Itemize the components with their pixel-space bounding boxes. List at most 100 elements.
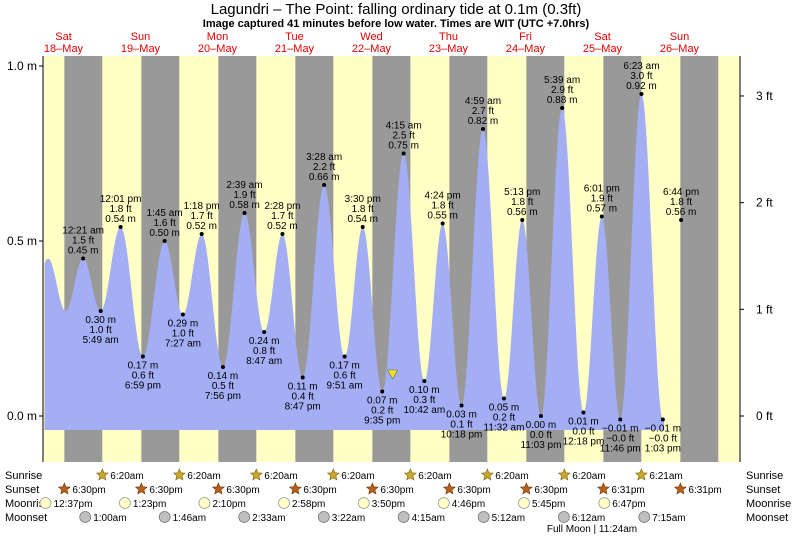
extreme-dot — [459, 403, 464, 408]
right-tick-label: 3 ft — [756, 89, 773, 103]
high-m-label: 0.56 m — [666, 207, 697, 218]
high-ft-label: 1.8 ft — [431, 201, 453, 212]
moonrise-icon — [437, 497, 450, 509]
chart-subtitle: Image captured 41 minutes before low wat… — [203, 18, 590, 30]
low-ft-label: 1.0 ft — [90, 325, 112, 336]
high-ft-label: 1.6 ft — [153, 218, 175, 229]
high-ft-label: 1.5 ft — [72, 236, 94, 247]
low-time-label: 8:47 pm — [285, 402, 321, 413]
extreme-dot — [480, 127, 485, 131]
day-date: 25–May — [583, 43, 623, 55]
low-ft-label: 0.3 ft — [413, 395, 435, 406]
moonrise-time: 6:47pm — [612, 499, 645, 510]
low-m-label: 0.24 m — [249, 336, 280, 347]
high-time-label: 12:21 am — [62, 226, 104, 237]
chart-title: Lagundri – The Point: falling ordinary t… — [211, 1, 582, 18]
high-time-label: 3:30 pm — [345, 194, 381, 205]
low-m-label: −0.01 m — [645, 424, 681, 435]
sunrise-time: 6:21am — [649, 471, 682, 482]
low-time-label: 5:49 am — [83, 335, 119, 346]
day-name: Sun — [131, 31, 151, 43]
low-time-label: 7:27 am — [165, 339, 201, 350]
moonrise-time: 1:23pm — [133, 499, 166, 510]
extreme-dot — [401, 151, 406, 156]
low-time-label: 7:56 pm — [205, 391, 241, 402]
sunset-icon — [57, 482, 71, 495]
low-m-label: 0.00 m — [526, 420, 557, 431]
high-ft-label: 3.0 ft — [630, 71, 652, 82]
sunset-time: 6:30pm — [303, 485, 336, 496]
high-ft-label: 2.2 ft — [313, 162, 335, 173]
extreme-dot — [679, 218, 684, 222]
day-name: Sun — [670, 31, 690, 43]
moonset-icon — [477, 511, 490, 523]
high-time-label: 4:59 am — [465, 96, 501, 107]
day-date: 18–May — [44, 43, 84, 55]
extreme-dot — [118, 225, 123, 229]
low-ft-label: 0.5 ft — [212, 381, 234, 392]
moonrise-icon — [598, 497, 611, 509]
moonrise-icon — [39, 497, 52, 509]
extreme-dot — [440, 221, 445, 226]
extreme-dot — [360, 225, 365, 229]
sunrise-time: 6:20am — [264, 471, 297, 482]
left-tick-label: 1.0 m — [7, 59, 37, 73]
low-m-label: 0.17 m — [128, 361, 159, 372]
high-ft-label: 2.9 ft — [551, 85, 573, 96]
high-m-label: 0.54 m — [105, 214, 136, 225]
high-m-label: 0.82 m — [468, 116, 499, 127]
moonrise-time: 2:10pm — [212, 499, 245, 510]
moonset-icon — [79, 511, 92, 523]
low-m-label: 0.10 m — [409, 385, 440, 396]
high-ft-label: 1.7 ft — [271, 211, 293, 222]
day-name: Mon — [207, 31, 228, 43]
extreme-dot — [220, 365, 225, 369]
sunset-icon — [673, 482, 687, 495]
low-time-label: 11:46 pm — [600, 444, 641, 455]
sunset-icon — [519, 482, 533, 495]
sunset-time: 6:30pm — [457, 485, 490, 496]
day-date: 21–May — [275, 43, 315, 55]
high-time-label: 6:01 pm — [584, 184, 620, 195]
sunset-icon — [596, 482, 610, 495]
extreme-dot — [639, 92, 644, 96]
high-m-label: 0.66 m — [309, 172, 340, 183]
high-m-label: 0.58 m — [229, 200, 260, 211]
extreme-dot — [581, 410, 586, 415]
low-m-label: 0.14 m — [208, 371, 239, 382]
moonrise-time: 5:45pm — [532, 499, 565, 510]
high-time-label: 2:28 pm — [264, 201, 300, 212]
sunset-icon — [442, 482, 456, 495]
extreme-dot — [599, 214, 604, 219]
low-ft-label: 0.8 ft — [253, 346, 275, 357]
low-m-label: 0.03 m — [446, 410, 477, 421]
low-ft-label: −0.0 ft — [606, 434, 634, 445]
low-time-label: 9:35 pm — [364, 416, 400, 427]
low-m-label: 0.17 m — [329, 361, 360, 372]
left-tick-label: 0.0 m — [7, 409, 37, 423]
extreme-dot — [162, 239, 167, 243]
high-ft-label: 2.7 ft — [472, 106, 494, 117]
low-time-label: 11:32 am — [484, 423, 525, 434]
low-m-label: 0.01 m — [568, 417, 599, 428]
low-time-label: 1:03 pm — [645, 444, 681, 455]
high-ft-label: 1.7 ft — [191, 211, 213, 222]
moonset-row-label-left: Moonset — [5, 512, 47, 524]
day-date: 19–May — [121, 43, 161, 55]
low-m-label: 0.07 m — [367, 396, 398, 407]
moonset-icon — [638, 511, 651, 523]
extreme-dot — [422, 379, 427, 383]
sunrise-icon — [480, 468, 494, 481]
sunset-icon — [211, 482, 225, 495]
moonset-time: 3:22am — [332, 513, 365, 524]
moonset-time: 2:33am — [252, 513, 285, 524]
low-time-label: 10:42 am — [403, 405, 445, 416]
sunset-time: 6:30pm — [72, 485, 105, 496]
moonset-time: 5:12am — [492, 513, 525, 524]
extreme-dot — [81, 256, 86, 261]
sunrise-icon — [557, 468, 571, 481]
moonrise-time: 12:37pm — [53, 499, 92, 510]
sunrise-icon — [249, 468, 263, 481]
high-ft-label: 1.9 ft — [233, 190, 255, 201]
